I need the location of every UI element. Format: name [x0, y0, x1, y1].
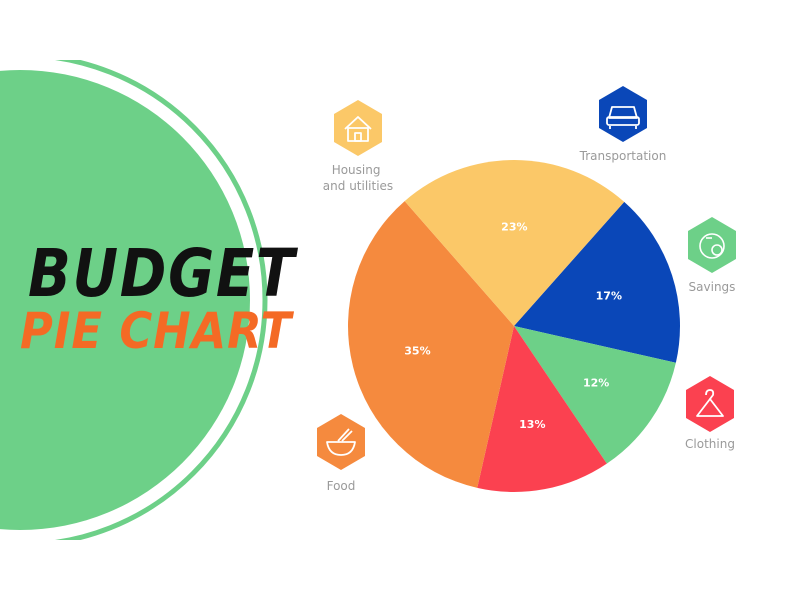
pie-slice-transportation — [514, 201, 681, 363]
category-label-housing: Housing and utilities — [323, 163, 393, 193]
green-circle-outline — [54, 60, 268, 540]
bottom-band — [0, 540, 800, 600]
marker-housing: Housing and utilities — [323, 100, 393, 193]
food-bowl-icon — [326, 428, 356, 456]
hexagon-transportation — [599, 86, 647, 142]
decorative-background — [0, 60, 800, 600]
slice-label-savings: 12% — [583, 376, 609, 389]
house-icon — [344, 116, 372, 142]
piggy-bank-icon — [699, 233, 725, 259]
pie-slice-housing-and-utilities — [404, 159, 625, 326]
hexagon-savings — [688, 217, 736, 273]
chart-title: BUDGET PIE CHART — [20, 235, 299, 360]
pie-slice-savings — [514, 326, 676, 464]
title-pie-chart: PIE CHART — [20, 302, 295, 360]
pie-slice-food — [348, 201, 514, 488]
title-budget: BUDGET — [28, 235, 299, 312]
marker-clothing: Clothing — [685, 376, 735, 451]
slice-label-transportation: 17% — [596, 290, 622, 303]
category-label-food: Food — [327, 479, 356, 493]
pie-chart — [348, 159, 681, 492]
category-label-housing-line2: and utilities — [323, 179, 393, 193]
category-markers: Housing and utilities Transportation — [317, 86, 736, 493]
marker-savings: Savings — [688, 217, 736, 294]
slice-label-food: 35% — [404, 344, 430, 357]
category-label-housing-line1: Housing — [332, 163, 381, 177]
slice-label-housing-and-utilities: 23% — [501, 220, 527, 233]
category-label-clothing: Clothing — [685, 437, 735, 451]
hanger-icon — [696, 389, 724, 417]
marker-transportation: Transportation — [579, 86, 667, 163]
category-label-transportation: Transportation — [579, 149, 667, 163]
category-label-savings: Savings — [689, 280, 736, 294]
marker-food: Food — [317, 414, 365, 493]
car-icon — [606, 106, 640, 129]
green-circle — [0, 70, 250, 530]
pie-slice-labels: 17% 12% 13% 35% 23% — [404, 220, 622, 430]
slice-label-clothing: 13% — [519, 418, 545, 431]
pie-slice-clothing — [477, 326, 607, 492]
hexagon-clothing — [686, 376, 734, 432]
